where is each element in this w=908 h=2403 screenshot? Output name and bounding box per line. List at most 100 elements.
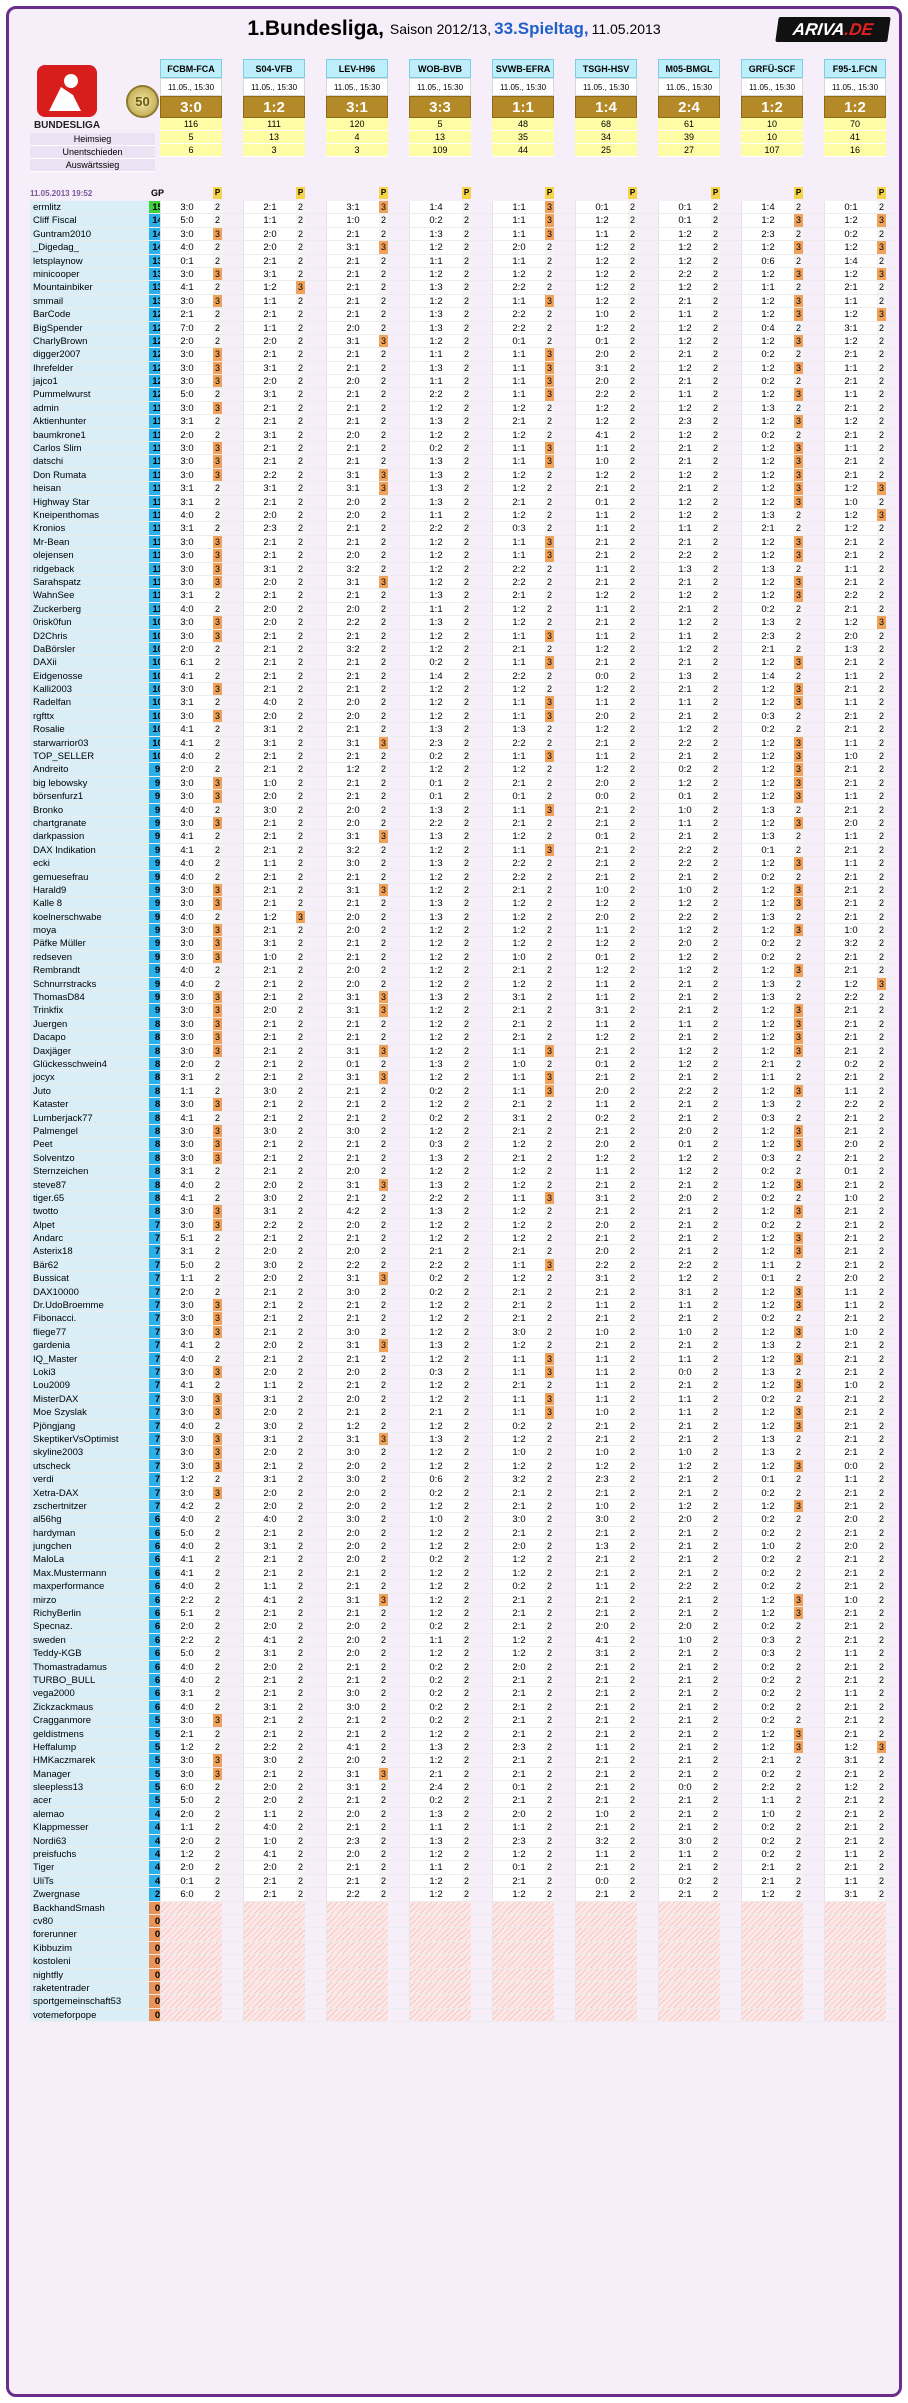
player-name[interactable]: Sternzeichen <box>30 1165 149 1179</box>
player-name[interactable]: gardenia <box>30 1339 149 1353</box>
player-name[interactable]: Kronios <box>30 522 149 536</box>
player-name[interactable]: votemeforpope <box>30 2008 149 2023</box>
player-name[interactable]: BackhandSmash <box>30 1901 149 1915</box>
player-name[interactable]: Tiger <box>30 1861 149 1875</box>
player-name[interactable]: smmail <box>30 294 149 309</box>
player-name[interactable]: sweden <box>30 1633 149 1648</box>
matchday-link[interactable]: 33.Spieltag, <box>494 19 589 38</box>
player-name[interactable]: Alpet <box>30 1218 149 1233</box>
player-name[interactable]: RichyBerlin <box>30 1607 149 1621</box>
player-name[interactable]: alemao <box>30 1807 149 1822</box>
player-name[interactable]: datschi <box>30 455 149 469</box>
player-name[interactable]: Kibbuzim <box>30 1941 149 1956</box>
match-code[interactable]: FCBM-FCA <box>160 59 222 78</box>
player-name[interactable]: letsplaynow <box>30 254 149 268</box>
player-name[interactable]: IQ_Master <box>30 1352 149 1366</box>
player-name[interactable]: moya <box>30 924 149 938</box>
player-name[interactable]: Guntram2010 <box>30 227 149 242</box>
player-name[interactable]: Palmengel <box>30 1124 149 1139</box>
player-name[interactable]: sportgemeinschaft53 <box>30 1995 149 2009</box>
player-name[interactable]: raketentrader <box>30 1981 149 1996</box>
player-name[interactable]: Kneipenthomas <box>30 508 149 523</box>
player-name[interactable]: hardyman <box>30 1526 149 1541</box>
player-name[interactable]: DAX10000 <box>30 1285 149 1300</box>
player-name[interactable]: UliTs <box>30 1874 149 1889</box>
player-name[interactable]: Andreito <box>30 763 149 777</box>
player-name[interactable]: Trinkfix <box>30 1004 149 1018</box>
player-name[interactable]: HMKaczmarek <box>30 1754 149 1768</box>
player-name[interactable]: TURBO_BULL <box>30 1673 149 1688</box>
player-name[interactable]: Zwergnase <box>30 1888 149 1902</box>
player-name[interactable]: skyline2003 <box>30 1446 149 1460</box>
player-name[interactable]: DAXii <box>30 656 149 670</box>
player-name[interactable]: Highway Star <box>30 495 149 509</box>
player-name[interactable]: geldistmens <box>30 1727 149 1741</box>
match-code[interactable]: GRFÜ-SCF <box>741 59 803 78</box>
player-name[interactable]: MaloLa <box>30 1553 149 1567</box>
player-name[interactable]: jajco1 <box>30 375 149 389</box>
player-name[interactable]: SkeptikerVsOptimist <box>30 1432 149 1447</box>
player-name[interactable]: Bussicat <box>30 1272 149 1286</box>
player-name[interactable]: twotto <box>30 1205 149 1219</box>
player-name[interactable]: Carlos Slim <box>30 442 149 456</box>
player-name[interactable]: Klappmesser <box>30 1821 149 1835</box>
match-code[interactable]: LEV-H96 <box>326 59 388 78</box>
player-name[interactable]: Aktienhunter <box>30 415 149 429</box>
ariva-logo[interactable]: ARIVA .DE <box>775 17 891 42</box>
player-name[interactable]: minicooper <box>30 267 149 282</box>
player-name[interactable]: Eidgenosse <box>30 669 149 684</box>
player-name[interactable]: Asterix18 <box>30 1245 149 1259</box>
player-name[interactable]: Pjöngjang <box>30 1419 149 1433</box>
player-name[interactable]: tiger.65 <box>30 1191 149 1206</box>
player-name[interactable]: ermlitz <box>30 201 149 215</box>
player-name[interactable]: Rembrandt <box>30 964 149 978</box>
player-name[interactable]: Cragganmore <box>30 1714 149 1728</box>
player-name[interactable]: Päfke Müller <box>30 937 149 951</box>
player-name[interactable]: verdi <box>30 1473 149 1487</box>
player-name[interactable]: Thomastradamus <box>30 1660 149 1674</box>
player-name[interactable]: jungchen <box>30 1540 149 1554</box>
player-name[interactable]: Mountainbiker <box>30 281 149 295</box>
player-name[interactable]: Pummelwurst <box>30 388 149 402</box>
player-name[interactable]: BigSpender <box>30 321 149 335</box>
player-name[interactable]: Teddy-KGB <box>30 1647 149 1661</box>
player-name[interactable]: ecki <box>30 857 149 871</box>
player-name[interactable]: Lumberjack77 <box>30 1111 149 1125</box>
player-name[interactable]: DAX Indikation <box>30 843 149 858</box>
player-name[interactable]: sleepless13 <box>30 1781 149 1795</box>
player-name[interactable]: jocyx <box>30 1071 149 1085</box>
player-name[interactable]: Xetra-DAX <box>30 1486 149 1500</box>
player-name[interactable]: al56hg <box>30 1513 149 1527</box>
player-name[interactable]: Fibonacci. <box>30 1312 149 1326</box>
player-name[interactable]: admin <box>30 401 149 416</box>
match-code[interactable]: M05-BMGL <box>658 59 720 78</box>
player-name[interactable]: Lou2009 <box>30 1379 149 1393</box>
player-name[interactable]: Andarc <box>30 1232 149 1246</box>
player-name[interactable]: Bär62 <box>30 1258 149 1273</box>
player-name[interactable]: Zuckerberg <box>30 602 149 617</box>
player-name[interactable]: BarCode <box>30 308 149 322</box>
player-name[interactable]: acer <box>30 1794 149 1808</box>
player-name[interactable]: zschertnitzer <box>30 1499 149 1514</box>
player-name[interactable]: ThomasD84 <box>30 991 149 1005</box>
player-name[interactable]: Kalle 8 <box>30 897 149 911</box>
player-name[interactable]: CharlyBrown <box>30 334 149 349</box>
player-name[interactable]: Loki3 <box>30 1365 149 1380</box>
player-name[interactable]: Manager <box>30 1767 149 1782</box>
player-name[interactable]: MisterDAX <box>30 1392 149 1407</box>
player-name[interactable]: Harald9 <box>30 883 149 898</box>
player-name[interactable]: WahnSee <box>30 589 149 603</box>
player-name[interactable]: Don Rumata <box>30 468 149 483</box>
player-name[interactable]: ridgeback <box>30 562 149 576</box>
player-name[interactable]: TOP_SELLER <box>30 750 149 764</box>
player-name[interactable]: mirzo <box>30 1593 149 1608</box>
player-name[interactable]: DaBörsler <box>30 642 149 657</box>
player-name[interactable]: baumkrone1 <box>30 428 149 443</box>
player-name[interactable]: Solventzo <box>30 1151 149 1166</box>
player-name[interactable]: Glückesschwein4 <box>30 1058 149 1072</box>
player-name[interactable]: börsenfurz1 <box>30 790 149 804</box>
player-name[interactable]: redseven <box>30 950 149 965</box>
player-name[interactable]: Juergen <box>30 1017 149 1032</box>
player-name[interactable]: olejensen <box>30 549 149 563</box>
player-name[interactable]: Ihrefelder <box>30 361 149 376</box>
